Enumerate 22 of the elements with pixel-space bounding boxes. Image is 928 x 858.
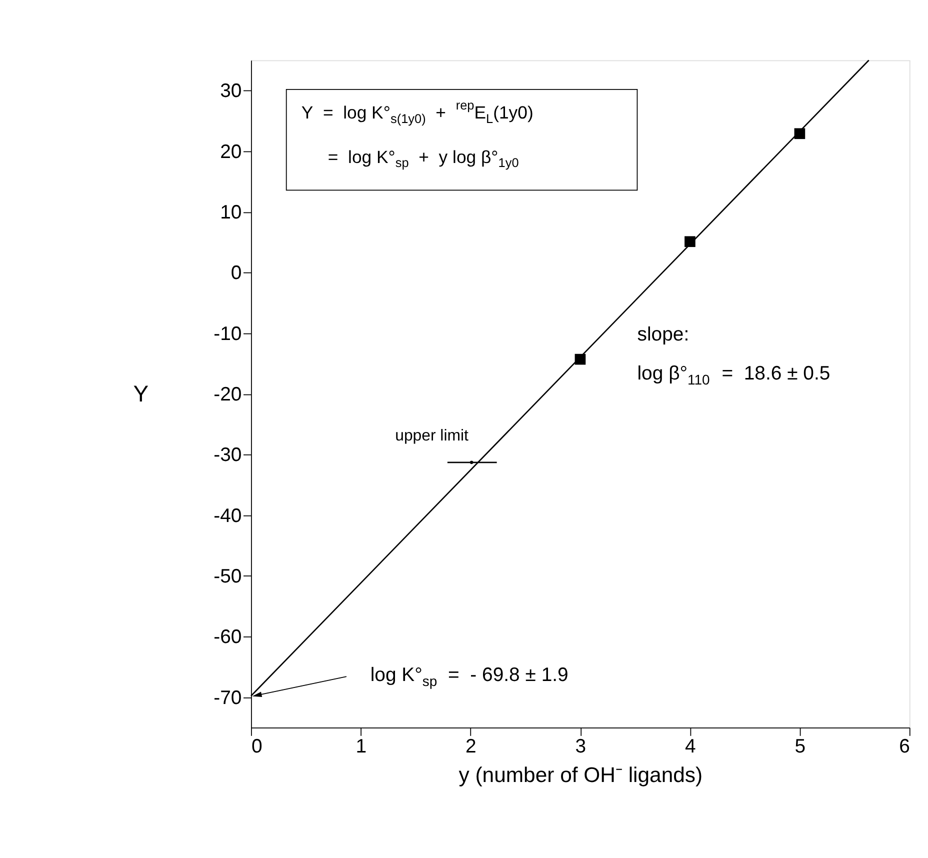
y-tick-label: 30 bbox=[220, 80, 242, 102]
annotation: slope: bbox=[637, 323, 690, 346]
x-tick-label: 4 bbox=[684, 736, 696, 758]
x-tick-label: 5 bbox=[794, 736, 806, 758]
y-tick-label: -20 bbox=[214, 384, 242, 406]
x-tick-label: 2 bbox=[466, 736, 476, 758]
annotation: upper limit bbox=[395, 427, 470, 444]
y-tick-label: -30 bbox=[214, 444, 242, 466]
y-tick-label: 10 bbox=[220, 202, 242, 224]
y-tick-label: -50 bbox=[214, 565, 242, 588]
y-tick-label: -60 bbox=[214, 626, 242, 648]
x-tick-label: 3 bbox=[575, 736, 586, 758]
y-tick-label: -40 bbox=[214, 504, 242, 527]
x-tick-label: 6 bbox=[899, 736, 910, 758]
x-tick-label: 0 bbox=[251, 736, 262, 758]
x-tick-label: 1 bbox=[356, 736, 367, 758]
y-tick-label: -70 bbox=[214, 686, 242, 709]
y-tick-label: 0 bbox=[230, 262, 242, 284]
x-axis-title: y (number of OH⁻ ligands) bbox=[458, 764, 703, 787]
y-tick-label: 20 bbox=[220, 140, 242, 163]
y-tick-label: -10 bbox=[214, 322, 242, 345]
y-axis-title: Y bbox=[133, 380, 149, 406]
